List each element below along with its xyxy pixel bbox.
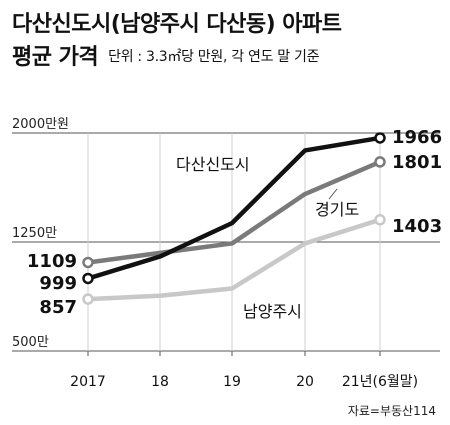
series-line-0 bbox=[85, 135, 383, 281]
chart-title-line2: 평균 가격 단위 : 3.3㎡당 만원, 각 연도 말 기준 bbox=[12, 42, 442, 73]
series-name-label-1: 경기도 bbox=[315, 200, 359, 219]
end-value-label-2: 1403 bbox=[392, 216, 442, 237]
series-name-label-0: 다산신도시 bbox=[176, 155, 250, 174]
data-point-0-4 bbox=[374, 132, 386, 144]
series-line-1 bbox=[85, 159, 383, 265]
chart-subtitle: 단위 : 3.3㎡당 만원, 각 연도 말 기준 bbox=[108, 49, 320, 65]
chart-title: 다산신도시(남양주시 다산동) 아파트 bbox=[12, 12, 342, 37]
data-point-2-4 bbox=[374, 214, 386, 226]
start-value-label-0: 999 bbox=[39, 273, 77, 294]
x-tick-label-4: 21년(6월말) bbox=[342, 374, 418, 390]
x-tick-label-0: 2017 bbox=[70, 374, 106, 390]
title-block: 다산신도시(남양주시 다산동) 아파트 평균 가격 단위 : 3.3㎡당 만원, … bbox=[12, 10, 442, 73]
y-tick-label-1: 1250만 bbox=[12, 226, 57, 241]
data-point-2-0 bbox=[82, 293, 94, 305]
source-note: 자료=부동산114 bbox=[347, 404, 436, 418]
end-value-label-0: 1966 bbox=[392, 127, 442, 148]
chart-title-2: 평균 가격 bbox=[12, 45, 99, 70]
y-tick-label-2: 500만 bbox=[12, 335, 49, 350]
x-tick-label-1: 18 bbox=[151, 374, 169, 390]
start-value-label-2: 857 bbox=[39, 297, 77, 318]
series-line-2 bbox=[85, 217, 383, 302]
x-tick-label-3: 20 bbox=[296, 374, 314, 390]
start-value-label-1: 1109 bbox=[27, 251, 77, 272]
data-point-1-4 bbox=[374, 156, 386, 168]
end-value-label-1: 1801 bbox=[392, 152, 442, 173]
series-leader-line-1 bbox=[328, 188, 338, 200]
data-point-0-0 bbox=[82, 272, 94, 285]
data-point-1-0 bbox=[82, 256, 94, 269]
series-name-label-2: 남양주시 bbox=[243, 302, 302, 321]
x-tick-label-2: 19 bbox=[223, 374, 241, 390]
y-tick-label-0: 2000만원 bbox=[12, 117, 69, 132]
